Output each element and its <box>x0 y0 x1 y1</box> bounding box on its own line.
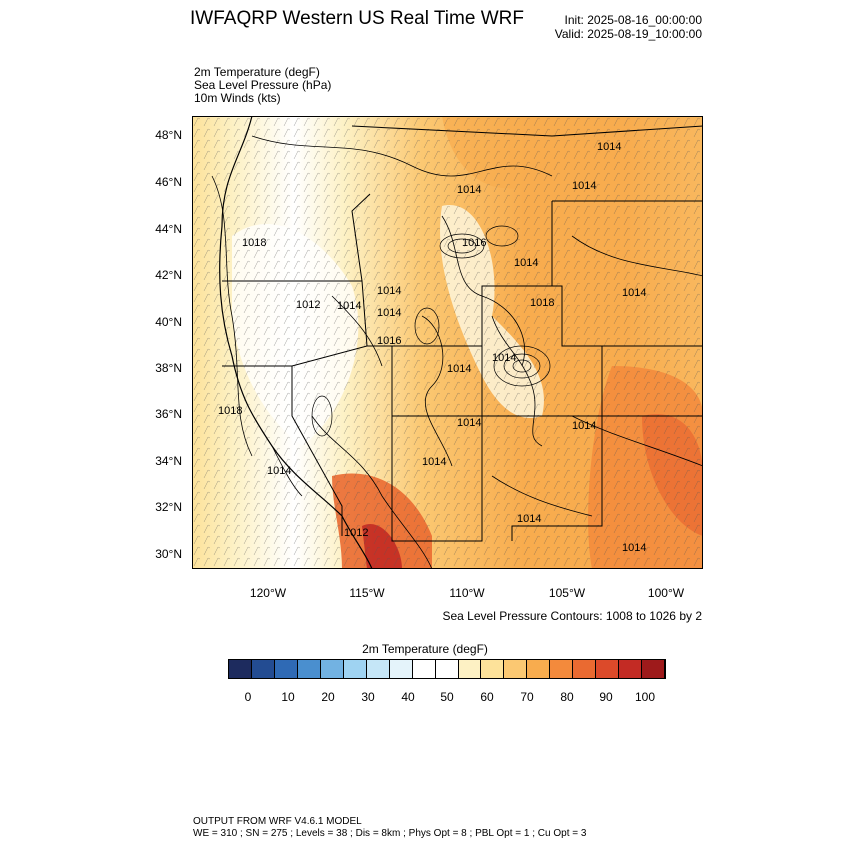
field-label-pressure: Sea Level Pressure (hPa) <box>194 78 332 92</box>
slp-label: 1016 <box>462 237 486 249</box>
colorbar-tick: 80 <box>560 690 574 704</box>
lon-label: 105°W <box>548 586 586 600</box>
colorbar-tick: 30 <box>361 690 375 704</box>
slp-label: 1014 <box>447 363 471 375</box>
lat-label: 34°N <box>155 454 182 468</box>
model-config: WE = 310 ; SN = 275 ; Levels = 38 ; Dis … <box>193 828 587 839</box>
colorbar-tick: 100 <box>634 690 656 704</box>
colorbar-swatch <box>481 660 505 678</box>
model-info: OUTPUT FROM WRF V4.6.1 MODEL <box>193 816 362 827</box>
slp-label: 1014 <box>517 513 541 525</box>
colorbar-title: 2m Temperature (degF) <box>362 642 488 656</box>
slp-label: 1014 <box>492 352 516 364</box>
colorbar-tick: 10 <box>281 690 295 704</box>
colorbar-tick: 90 <box>599 690 613 704</box>
slp-label: 1014 <box>377 307 401 319</box>
slp-label: 1018 <box>218 405 242 417</box>
colorbar-swatch <box>297 660 321 678</box>
colorbar-swatch <box>504 660 528 678</box>
colorbar-swatch <box>573 660 597 678</box>
lat-label: 48°N <box>155 128 182 142</box>
lat-label: 42°N <box>155 268 182 282</box>
slp-label: 1018 <box>530 297 554 309</box>
lon-label: 110°W <box>449 586 485 600</box>
slp-label: 1014 <box>337 300 361 312</box>
lon-label: 115°W <box>349 586 385 600</box>
colorbar-swatch <box>550 660 574 678</box>
colorbar-swatch <box>596 660 620 678</box>
lat-label: 36°N <box>155 407 182 421</box>
colorbar-swatch <box>343 660 367 678</box>
slp-label: 1014 <box>597 141 621 153</box>
lat-label: 40°N <box>155 315 182 329</box>
slp-label: 1014 <box>572 420 596 432</box>
slp-label: 1014 <box>622 542 646 554</box>
slp-label: 1014 <box>457 417 481 429</box>
lon-label: 100°W <box>647 586 685 600</box>
valid-time: Valid: 2025-08-19_10:00:00 <box>554 27 702 41</box>
time-info: Init: 2025-08-16_00:00:00 Valid: 2025-08… <box>555 13 702 41</box>
field-label-temperature: 2m Temperature (degF) <box>194 65 320 79</box>
colorbar-tick: 60 <box>480 690 494 704</box>
lat-label: 44°N <box>155 222 182 236</box>
colorbar-tick: 40 <box>401 690 415 704</box>
slp-label: 1016 <box>377 335 401 347</box>
colorbar-swatch <box>320 660 344 678</box>
colorbar-swatch <box>619 660 643 678</box>
colorbar-swatch <box>229 660 252 678</box>
temperature-map: 1014 1014 1014 1018 1016 1014 1012 1014 … <box>192 116 703 569</box>
colorbar-swatch <box>366 660 390 678</box>
lon-label: 120°W <box>249 586 287 600</box>
slp-label: 1014 <box>514 257 538 269</box>
colorbar-swatch <box>251 660 275 678</box>
colorbar-swatch <box>435 660 459 678</box>
colorbar-swatch <box>458 660 482 678</box>
lat-label: 30°N <box>155 547 182 561</box>
lat-label: 32°N <box>155 500 182 514</box>
colorbar-tick: 0 <box>244 690 252 704</box>
slp-label: 1014 <box>267 465 291 477</box>
slp-label: 1014 <box>622 287 646 299</box>
lat-label: 38°N <box>155 361 182 375</box>
colorbar-swatch <box>412 660 436 678</box>
init-time: Init: 2025-08-16_00:00:00 <box>564 13 702 27</box>
contour-info: Sea Level Pressure Contours: 1008 to 102… <box>442 609 703 623</box>
colorbar-swatch <box>527 660 551 678</box>
lat-label: 46°N <box>155 175 182 189</box>
colorbar-tick: 70 <box>520 690 534 704</box>
slp-label: 1018 <box>242 237 266 249</box>
slp-label: 1014 <box>572 180 596 192</box>
field-label-winds: 10m Winds (kts) <box>194 91 281 105</box>
colorbar-swatch <box>274 660 298 678</box>
colorbar <box>228 659 666 679</box>
plot-title: IWFAQRP Western US Real Time WRF <box>190 8 524 29</box>
slp-label: 1014 <box>422 456 446 468</box>
colorbar-tick: 20 <box>321 690 335 704</box>
slp-label: 1012 <box>296 299 320 311</box>
colorbar-tick: 50 <box>440 690 454 704</box>
slp-label: 1014 <box>377 285 401 297</box>
slp-label: 1014 <box>457 184 481 196</box>
slp-label: 1012 <box>344 527 368 539</box>
colorbar-swatch <box>642 660 666 678</box>
colorbar-swatch <box>389 660 413 678</box>
